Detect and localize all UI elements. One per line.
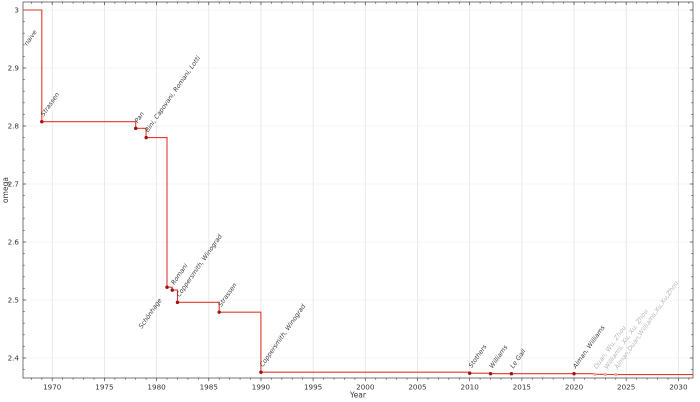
data-point-marker bbox=[572, 372, 576, 376]
data-point-marker bbox=[217, 310, 221, 314]
x-tick-label: 2010 bbox=[461, 383, 480, 392]
data-point-marker bbox=[467, 371, 472, 375]
x-tick-labels: 1970 1975 1980 1985 1990 1995 2000 2005 2010 2015… bbox=[43, 383, 688, 392]
data-point-marker bbox=[175, 300, 180, 305]
x-tick-label: 2025 bbox=[617, 383, 635, 392]
x-axis-title: Year bbox=[349, 391, 367, 400]
data-point-marker bbox=[144, 135, 148, 140]
data-point-marker bbox=[170, 288, 174, 292]
x-tick-label: 2030 bbox=[669, 383, 688, 392]
x-tick-label: 2020 bbox=[565, 383, 584, 392]
data-point-marker bbox=[40, 120, 44, 124]
x-tick-label: 1985 bbox=[200, 383, 218, 392]
grid bbox=[23, 2, 693, 378]
y-tick-label: 2.4 bbox=[8, 354, 20, 363]
y-tick-label: 2.9 bbox=[8, 64, 20, 73]
axis-ticks bbox=[23, 2, 693, 382]
y-tick-label: 2.7 bbox=[8, 180, 19, 189]
data-point-marker bbox=[165, 285, 169, 289]
y-axis-title: omega bbox=[1, 177, 10, 203]
data-point-marker bbox=[259, 370, 263, 374]
x-tick-label: 1995 bbox=[304, 383, 322, 392]
data-point-marker bbox=[593, 372, 597, 377]
data-point-marker bbox=[509, 372, 514, 376]
y-tick-labels: 2.4 2.5 2.6 2.7 2.8 2.9 3 bbox=[8, 6, 20, 363]
x-tick-label: 1975 bbox=[95, 383, 113, 392]
x-tick-label: 1980 bbox=[147, 383, 166, 392]
axis-frame bbox=[22, 1, 694, 379]
omega-step-line bbox=[23, 9, 693, 376]
x-tick-label: 1970 bbox=[43, 383, 62, 392]
data-point-marker bbox=[614, 372, 618, 377]
data-point-markers bbox=[40, 120, 618, 377]
y-tick-label: 2.5 bbox=[8, 296, 19, 305]
x-tick-label: 2000 bbox=[356, 383, 375, 392]
data-point-marker bbox=[134, 126, 138, 131]
data-point-marker bbox=[603, 372, 608, 377]
y-tick-label: 2.8 bbox=[8, 122, 20, 131]
y-tick-label: 3 bbox=[14, 6, 19, 15]
x-tick-label: 1990 bbox=[252, 383, 271, 392]
y-tick-label: 2.6 bbox=[8, 238, 20, 247]
data-point-marker bbox=[488, 372, 493, 376]
x-tick-label: 2015 bbox=[513, 383, 531, 392]
x-tick-label: 2005 bbox=[408, 383, 426, 392]
